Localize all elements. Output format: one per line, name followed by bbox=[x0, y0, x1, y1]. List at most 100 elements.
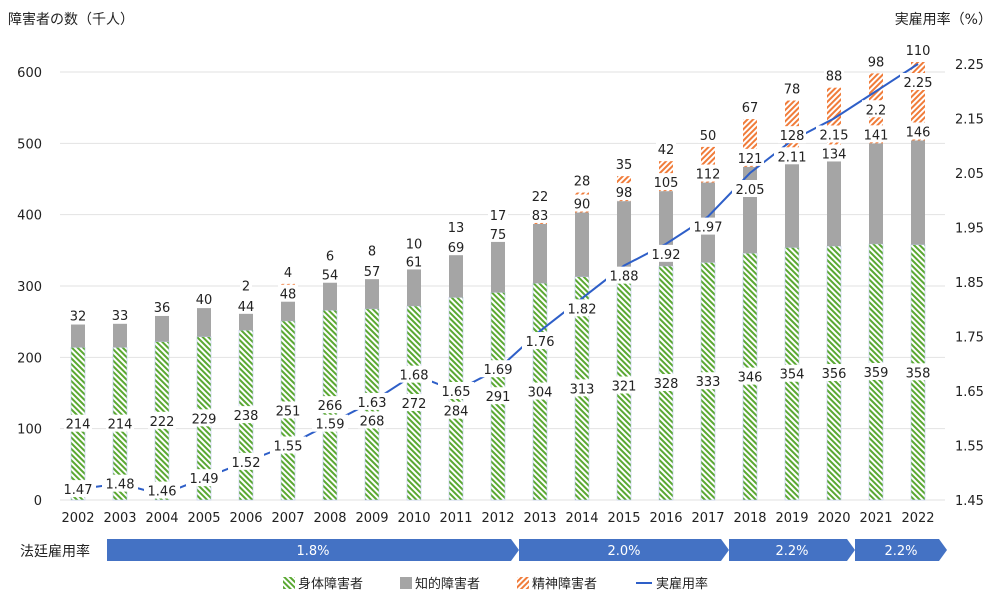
label-intellectual: 146 bbox=[906, 125, 931, 140]
label-intellectual: 61 bbox=[406, 255, 423, 270]
y2-tick-label: 1.55 bbox=[955, 440, 984, 455]
label-rate: 1.46 bbox=[148, 485, 177, 500]
label-rate: 1.82 bbox=[568, 302, 597, 317]
label-mental-bg bbox=[782, 79, 802, 97]
x-tick-label: 2013 bbox=[523, 511, 556, 526]
label-rate-bg bbox=[396, 365, 432, 383]
label-physical: 266 bbox=[318, 399, 343, 414]
label-intellectual-bg bbox=[446, 238, 466, 256]
y-tick-label: 400 bbox=[17, 209, 42, 224]
label-rate: 1.65 bbox=[442, 385, 471, 400]
label-rate: 1.59 bbox=[316, 418, 345, 433]
label-intellectual-bg bbox=[68, 306, 88, 324]
label-physical: 321 bbox=[612, 380, 637, 395]
legend-label: 精神障害者 bbox=[532, 576, 597, 592]
x-tick-label: 2004 bbox=[145, 511, 178, 526]
label-rate-bg bbox=[438, 382, 474, 399]
y2-tick-label: 2.05 bbox=[955, 167, 984, 182]
label-physical-bg bbox=[862, 362, 890, 380]
label-intellectual-bg bbox=[236, 296, 256, 314]
label-physical: 333 bbox=[696, 375, 721, 390]
label-rate: 1.47 bbox=[64, 483, 93, 498]
label-physical-bg bbox=[400, 393, 428, 411]
legal-rate-arrow bbox=[519, 539, 729, 561]
label-mental: 98 bbox=[868, 55, 885, 70]
label-rate-bg bbox=[312, 414, 348, 432]
label-rate: 1.92 bbox=[652, 248, 681, 263]
label-rate-bg bbox=[862, 100, 890, 118]
label-physical-bg bbox=[610, 376, 638, 394]
label-mental-bg bbox=[656, 140, 676, 158]
label-physical: 272 bbox=[402, 397, 427, 412]
label-intellectual-bg bbox=[736, 148, 764, 166]
y2-tick-label: 2.15 bbox=[955, 113, 984, 128]
label-physical: 304 bbox=[528, 386, 553, 401]
label-physical-bg bbox=[904, 363, 932, 381]
y-tick-label: 500 bbox=[17, 137, 42, 152]
label-physical-bg bbox=[736, 367, 764, 385]
label-mental: 10 bbox=[406, 237, 423, 252]
label-physical: 238 bbox=[234, 409, 259, 424]
label-mental: 8 bbox=[368, 244, 376, 259]
label-rate-bg bbox=[480, 360, 516, 378]
label-intellectual: 36 bbox=[154, 301, 171, 316]
label-rate-bg bbox=[648, 244, 684, 262]
label-rate-bg bbox=[354, 392, 390, 410]
x-tick-label: 2006 bbox=[229, 511, 262, 526]
x-tick-label: 2005 bbox=[187, 511, 220, 526]
label-physical-bg bbox=[316, 396, 344, 414]
label-intellectual-bg bbox=[694, 164, 722, 182]
label-rate-bg bbox=[522, 332, 558, 350]
label-mental: 13 bbox=[448, 221, 465, 236]
label-intellectual-bg bbox=[488, 224, 508, 242]
label-intellectual-bg bbox=[110, 305, 130, 323]
label-rate-bg bbox=[564, 299, 600, 317]
y-tick-label: 100 bbox=[17, 423, 42, 438]
bar-intellectual-2003 bbox=[113, 323, 127, 348]
label-mental: 28 bbox=[574, 175, 591, 190]
label-physical: 222 bbox=[150, 415, 175, 430]
label-rate-bg bbox=[270, 436, 306, 454]
x-tick-label: 2015 bbox=[607, 511, 640, 526]
y-tick-label: 0 bbox=[34, 494, 42, 509]
bar-intellectual-2013 bbox=[533, 223, 547, 284]
x-tick-label: 2020 bbox=[817, 511, 850, 526]
label-intellectual: 98 bbox=[616, 186, 633, 201]
label-physical: 229 bbox=[192, 412, 217, 427]
legend-label: 実雇用率 bbox=[656, 576, 708, 592]
x-tick-label: 2017 bbox=[691, 511, 724, 526]
label-physical: 268 bbox=[360, 414, 385, 429]
bar-intellectual-2022 bbox=[911, 140, 925, 245]
label-rate: 1.76 bbox=[526, 335, 555, 350]
label-physical-bg bbox=[652, 374, 680, 392]
legend-swatch bbox=[400, 577, 412, 589]
y2-tick-label: 1.85 bbox=[955, 276, 984, 291]
x-tick-label: 2012 bbox=[481, 511, 514, 526]
bar-intellectual-2012 bbox=[491, 238, 505, 293]
label-physical: 291 bbox=[486, 390, 511, 405]
label-intellectual-bg bbox=[194, 290, 214, 308]
label-rate: 1.69 bbox=[484, 363, 513, 378]
label-mental: 78 bbox=[784, 83, 801, 98]
y2-tick-label: 1.45 bbox=[955, 494, 984, 509]
label-rate: 2.11 bbox=[778, 150, 807, 165]
label-intellectual: 90 bbox=[574, 198, 591, 213]
label-physical-bg bbox=[484, 387, 512, 405]
label-physical: 313 bbox=[570, 382, 595, 397]
label-intellectual-bg bbox=[404, 252, 424, 270]
label-mental-bg bbox=[488, 205, 508, 223]
label-mental-bg bbox=[446, 217, 466, 235]
bar-intellectual-2002 bbox=[71, 324, 85, 348]
bar-intellectual-2011 bbox=[449, 248, 463, 298]
bar-intellectual-2021 bbox=[869, 143, 883, 244]
label-intellectual-bg bbox=[320, 265, 340, 283]
legal-rate-label: 法廷雇用率 bbox=[20, 543, 90, 560]
x-tick-label: 2007 bbox=[271, 511, 304, 526]
label-intellectual-bg bbox=[278, 284, 298, 302]
legend-label: 身体障害者 bbox=[298, 576, 363, 592]
label-rate: 2.2 bbox=[866, 103, 887, 118]
label-mental: 35 bbox=[616, 158, 633, 173]
label-rate-bg bbox=[60, 480, 96, 498]
